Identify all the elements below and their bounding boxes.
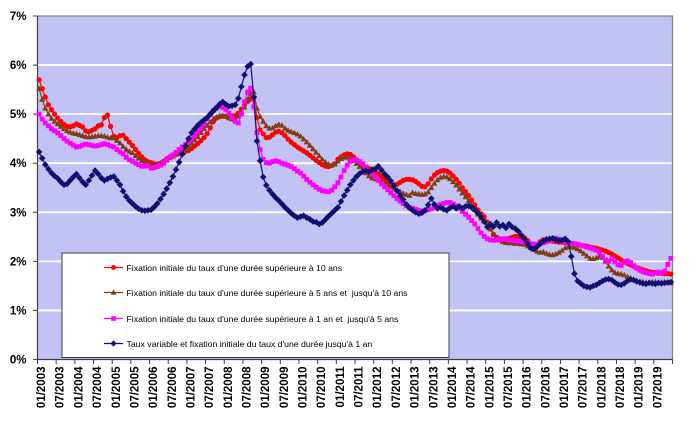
- svg-text:07/2005: 07/2005: [129, 366, 141, 408]
- svg-text:07/2017: 07/2017: [578, 367, 590, 409]
- svg-text:07/2018: 07/2018: [615, 366, 627, 408]
- svg-text:07/2011: 07/2011: [354, 366, 366, 408]
- svg-text:01/2004: 01/2004: [73, 366, 85, 408]
- svg-text:07/2008: 07/2008: [242, 366, 254, 408]
- svg-text:07/2006: 07/2006: [167, 367, 179, 409]
- svg-text:07/2003: 07/2003: [55, 367, 67, 409]
- svg-text:01/2014: 01/2014: [447, 366, 459, 408]
- svg-text:Fixation initiale du taux d'un: Fixation initiale du taux d'une durée su…: [127, 288, 409, 298]
- svg-text:1%: 1%: [10, 305, 27, 317]
- svg-text:07/2019: 07/2019: [652, 367, 664, 409]
- svg-text:Fixation initiale du taux d'un: Fixation initiale du taux d'une durée su…: [127, 314, 400, 324]
- svg-text:01/2018: 01/2018: [596, 366, 608, 408]
- svg-text:01/2016: 01/2016: [522, 367, 534, 409]
- svg-text:01/2003: 01/2003: [36, 367, 48, 409]
- svg-text:01/2005: 01/2005: [111, 366, 123, 408]
- svg-text:07/2009: 07/2009: [279, 367, 291, 409]
- svg-text:01/2012: 01/2012: [372, 367, 384, 409]
- svg-text:7%: 7%: [10, 11, 27, 23]
- svg-text:07/2007: 07/2007: [204, 367, 216, 409]
- svg-text:01/2011: 01/2011: [335, 366, 347, 408]
- svg-text:Taux variable et fixation init: Taux variable et fixation initiale du ta…: [127, 339, 373, 349]
- svg-text:01/2019: 01/2019: [634, 367, 646, 409]
- svg-text:01/2008: 01/2008: [223, 366, 235, 408]
- svg-text:07/2012: 07/2012: [391, 367, 403, 409]
- svg-text:2%: 2%: [10, 256, 27, 268]
- svg-text:01/2010: 01/2010: [298, 367, 310, 409]
- svg-text:0%: 0%: [10, 355, 27, 367]
- svg-text:4%: 4%: [10, 158, 27, 170]
- svg-text:07/2010: 07/2010: [316, 367, 328, 409]
- svg-text:01/2007: 01/2007: [186, 367, 198, 409]
- svg-text:07/2014: 07/2014: [466, 366, 478, 408]
- svg-text:6%: 6%: [10, 60, 27, 72]
- svg-text:5%: 5%: [10, 109, 27, 121]
- svg-text:07/2004: 07/2004: [92, 366, 104, 408]
- svg-text:07/2016: 07/2016: [540, 367, 552, 409]
- svg-text:3%: 3%: [10, 207, 27, 219]
- svg-text:07/2015: 07/2015: [503, 366, 515, 408]
- svg-text:01/2013: 01/2013: [410, 367, 422, 409]
- svg-text:01/2009: 01/2009: [260, 367, 272, 409]
- svg-text:Fixation initiale du taux d'un: Fixation initiale du taux d'une durée su…: [127, 263, 343, 273]
- svg-text:01/2015: 01/2015: [484, 366, 496, 408]
- svg-text:01/2006: 01/2006: [148, 367, 160, 409]
- svg-text:01/2017: 01/2017: [559, 367, 571, 409]
- svg-text:07/2013: 07/2013: [428, 367, 440, 409]
